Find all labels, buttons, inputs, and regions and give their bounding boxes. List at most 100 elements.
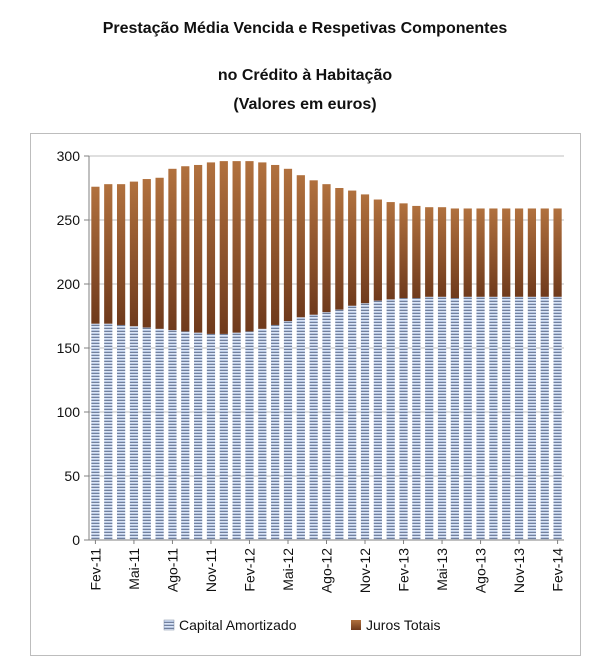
x-tick-label: Ago-13 [473,548,489,593]
bar-juros-totais [373,199,382,301]
bar-juros-totais [335,188,344,310]
bar-capital-amortizado [155,328,164,540]
bar-capital-amortizado [258,328,267,540]
bar-juros-totais [283,168,293,322]
y-tick-label: 250 [57,212,81,228]
bar-juros-totais [348,190,357,306]
bar-juros-totais [232,161,241,333]
bar-juros-totais [386,202,395,300]
x-tick-label: Fev-14 [550,548,566,592]
bar-juros-totais [258,162,267,329]
x-tick-label: Nov-12 [357,548,373,593]
bar-capital-amortizado [245,331,254,540]
bar-capital-amortizado [386,299,395,540]
bar-juros-totais [129,181,139,327]
bar-capital-amortizado [527,296,537,540]
bar-juros-totais [514,208,524,297]
bar-juros-totais [194,164,203,333]
bar-capital-amortizado [219,333,228,540]
bar-juros-totais [104,184,113,324]
y-tick-label: 100 [57,404,81,420]
y-tick-label: 50 [64,468,80,484]
bar-capital-amortizado [502,296,511,540]
bar-capital-amortizado [283,321,293,540]
bars-layer [91,161,562,540]
bar-juros-totais [527,208,537,297]
bar-juros-totais [463,208,472,297]
y-tick-label: 200 [57,276,81,292]
bar-juros-totais [245,161,254,332]
chart-title-line-2: no Crédito à Habitação [217,67,393,84]
stacked-bar-chart: 0 50 100 150 200 250 300 Fev-11 Mai-11 Ago-11 Nov-… [57,148,566,633]
bar-juros-totais [142,179,151,328]
bar-capital-amortizado [463,296,472,540]
legend-layer: Capital Amortizado Juros Totais [163,617,440,633]
bar-juros-totais [425,207,434,297]
bar-capital-amortizado [296,317,305,540]
bar-capital-amortizado [399,298,408,540]
bar-juros-totais [502,208,511,297]
bar-juros-totais [540,208,549,297]
bar-juros-totais [489,208,498,297]
x-tick-label: Nov-11 [203,548,219,592]
bar-juros-totais [116,184,126,325]
bar-capital-amortizado [168,330,177,540]
bar-juros-totais [553,208,562,297]
bar-juros-totais [450,208,459,299]
bar-capital-amortizado [437,296,447,540]
x-tick-label: Ago-11 [164,548,180,592]
bar-capital-amortizado [412,298,421,540]
x-tick-label: Mai-12 [280,548,296,591]
bar-capital-amortizado [476,296,485,540]
bar-capital-amortizado [553,296,562,540]
bar-capital-amortizado [104,323,113,540]
y-tick-label: 300 [57,148,81,164]
bar-capital-amortizado [322,312,331,540]
bar-juros-totais [181,166,190,332]
x-tick-label: Nov-13 [511,548,527,593]
bar-juros-totais [91,186,100,324]
bar-capital-amortizado [489,296,498,540]
bar-capital-amortizado [271,324,280,540]
bar-juros-totais [271,164,280,325]
chart-title-line-3: (Valores em euros) [233,96,377,113]
bar-capital-amortizado [348,305,357,540]
x-tick-label: Mai-11 [126,548,142,590]
y-tick-label: 0 [72,532,80,548]
bar-capital-amortizado [116,324,126,540]
bar-juros-totais [322,184,331,313]
x-tick-label: Mai-13 [434,548,450,591]
bar-capital-amortizado [360,303,370,540]
bar-capital-amortizado [335,309,344,540]
bar-capital-amortizado [206,333,216,540]
bar-capital-amortizado [181,331,190,540]
x-tick-label: Ago-12 [319,548,335,593]
bar-capital-amortizado [129,326,139,540]
bar-capital-amortizado [540,296,549,540]
x-tick-label: Fev-13 [396,548,412,592]
y-tick-label: 150 [57,340,81,356]
bar-juros-totais [360,194,370,304]
bar-capital-amortizado [232,332,241,540]
bar-juros-totais [437,207,447,297]
legend-label-capital-amortizado: Capital Amortizado [179,617,297,633]
legend-swatch-juros-totais [351,620,361,630]
bar-capital-amortizado [373,300,382,540]
bar-juros-totais [155,177,164,329]
bar-juros-totais [309,180,318,315]
axis-layer: 0 50 100 150 200 250 300 Fev-11 Mai-11 Ago-11 Nov-… [57,148,566,593]
x-tick-label: Fev-12 [241,548,257,592]
bar-capital-amortizado [142,327,151,540]
x-tick-label: Fev-11 [87,548,103,591]
bar-juros-totais [168,168,177,331]
legend-swatch-capital-amortizado [163,619,175,631]
chart-frame: 0 50 100 150 200 250 300 Fev-11 Mai-11 Ago-11 Nov-… [30,133,581,656]
bar-capital-amortizado [425,296,434,540]
legend-label-juros-totais: Juros Totais [366,617,440,633]
bar-capital-amortizado [309,314,318,540]
bar-juros-totais [476,208,485,297]
bar-juros-totais [412,205,421,299]
bar-juros-totais [399,203,408,299]
bar-capital-amortizado [450,298,459,540]
bar-capital-amortizado [91,323,100,540]
